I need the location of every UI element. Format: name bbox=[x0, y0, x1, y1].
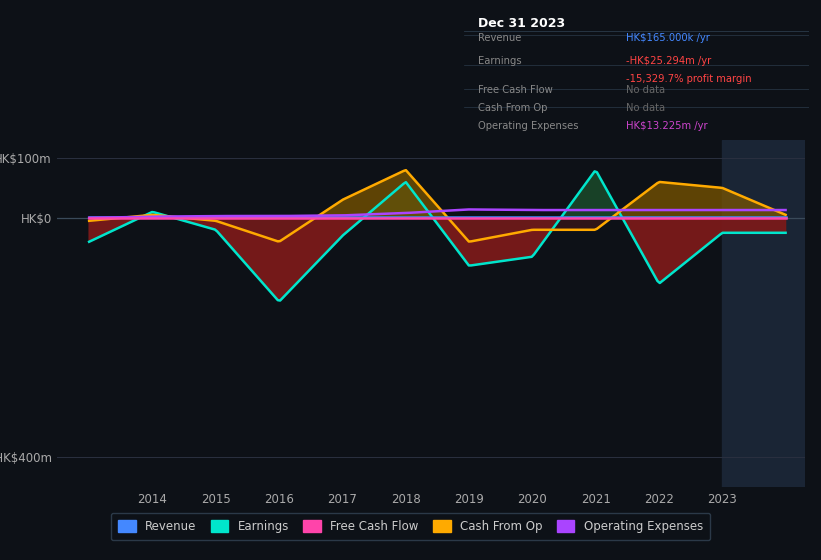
Text: Cash From Op: Cash From Op bbox=[478, 103, 547, 113]
Legend: Revenue, Earnings, Free Cash Flow, Cash From Op, Operating Expenses: Revenue, Earnings, Free Cash Flow, Cash … bbox=[111, 513, 710, 540]
Text: Revenue: Revenue bbox=[478, 33, 521, 43]
Text: HK$165.000k /yr: HK$165.000k /yr bbox=[626, 33, 710, 43]
Text: No data: No data bbox=[626, 103, 665, 113]
Text: No data: No data bbox=[626, 85, 665, 95]
Text: -15,329.7% profit margin: -15,329.7% profit margin bbox=[626, 74, 751, 84]
Text: Dec 31 2023: Dec 31 2023 bbox=[478, 17, 565, 30]
Text: Earnings: Earnings bbox=[478, 55, 521, 66]
Text: Operating Expenses: Operating Expenses bbox=[478, 122, 578, 132]
Bar bbox=[722, 140, 805, 487]
Text: -HK$25.294m /yr: -HK$25.294m /yr bbox=[626, 55, 711, 66]
Text: HK$13.225m /yr: HK$13.225m /yr bbox=[626, 122, 708, 132]
Text: Free Cash Flow: Free Cash Flow bbox=[478, 85, 553, 95]
